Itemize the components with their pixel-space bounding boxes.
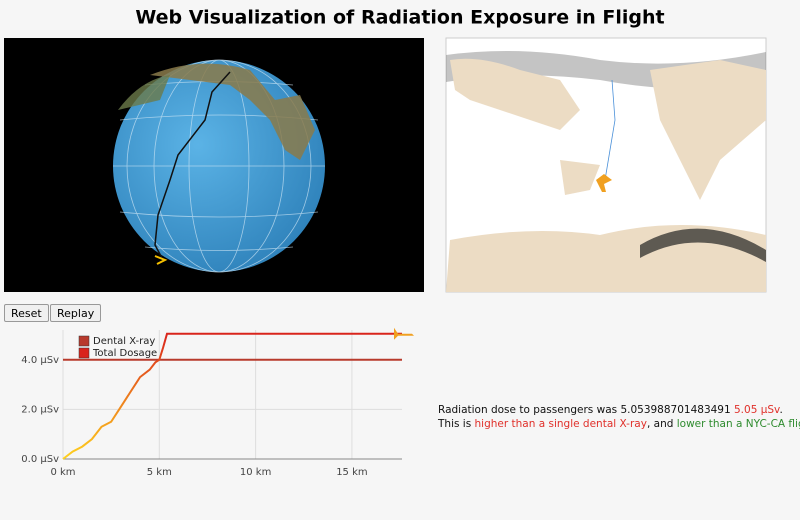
dose-value: 5.05 μSv <box>734 404 780 416</box>
summary-text: Radiation dose to passengers was 5.05398… <box>438 404 734 416</box>
x-tick-label: 5 km <box>147 467 172 478</box>
series-line <box>62 332 402 460</box>
globe-view <box>4 38 424 292</box>
plane-icon <box>394 327 414 340</box>
summary-text: This is <box>438 418 475 430</box>
legend-label: Total Dosage <box>92 348 157 359</box>
y-tick-label: 2.0 μSv <box>21 404 59 415</box>
replay-button[interactable]: Replay <box>50 304 102 322</box>
x-tick-label: 10 km <box>240 467 271 478</box>
summary-line: This is higher than a single dental X-ra… <box>438 418 800 430</box>
comparison-higher: higher than a single dental X-ray <box>474 418 647 430</box>
comparison-lower: lower than a NYC-CA flight <box>676 418 800 430</box>
y-tick-label: 0.0 μSv <box>21 454 59 465</box>
y-tick-label: 4.0 μSv <box>21 355 59 366</box>
legend-swatch <box>78 335 90 347</box>
summary-text: . <box>779 404 783 416</box>
summary-line: Radiation dose to passengers was 5.05398… <box>438 404 783 416</box>
legend-label: Dental X-ray <box>93 336 155 347</box>
legend-swatch <box>78 347 90 359</box>
dose-chart: 0.0 μSv 2.0 μSv 4.0 μSv 0 km 5 km 10 km 15 km D… <box>21 327 414 478</box>
x-tick-label: 15 km <box>336 467 367 478</box>
summary-text: , and <box>646 418 677 430</box>
map-view <box>445 37 767 293</box>
reset-button[interactable]: Reset <box>4 304 49 322</box>
page-title: Web Visualization of Radiation Exposure … <box>135 7 664 29</box>
x-tick-label: 0 km <box>50 467 75 478</box>
